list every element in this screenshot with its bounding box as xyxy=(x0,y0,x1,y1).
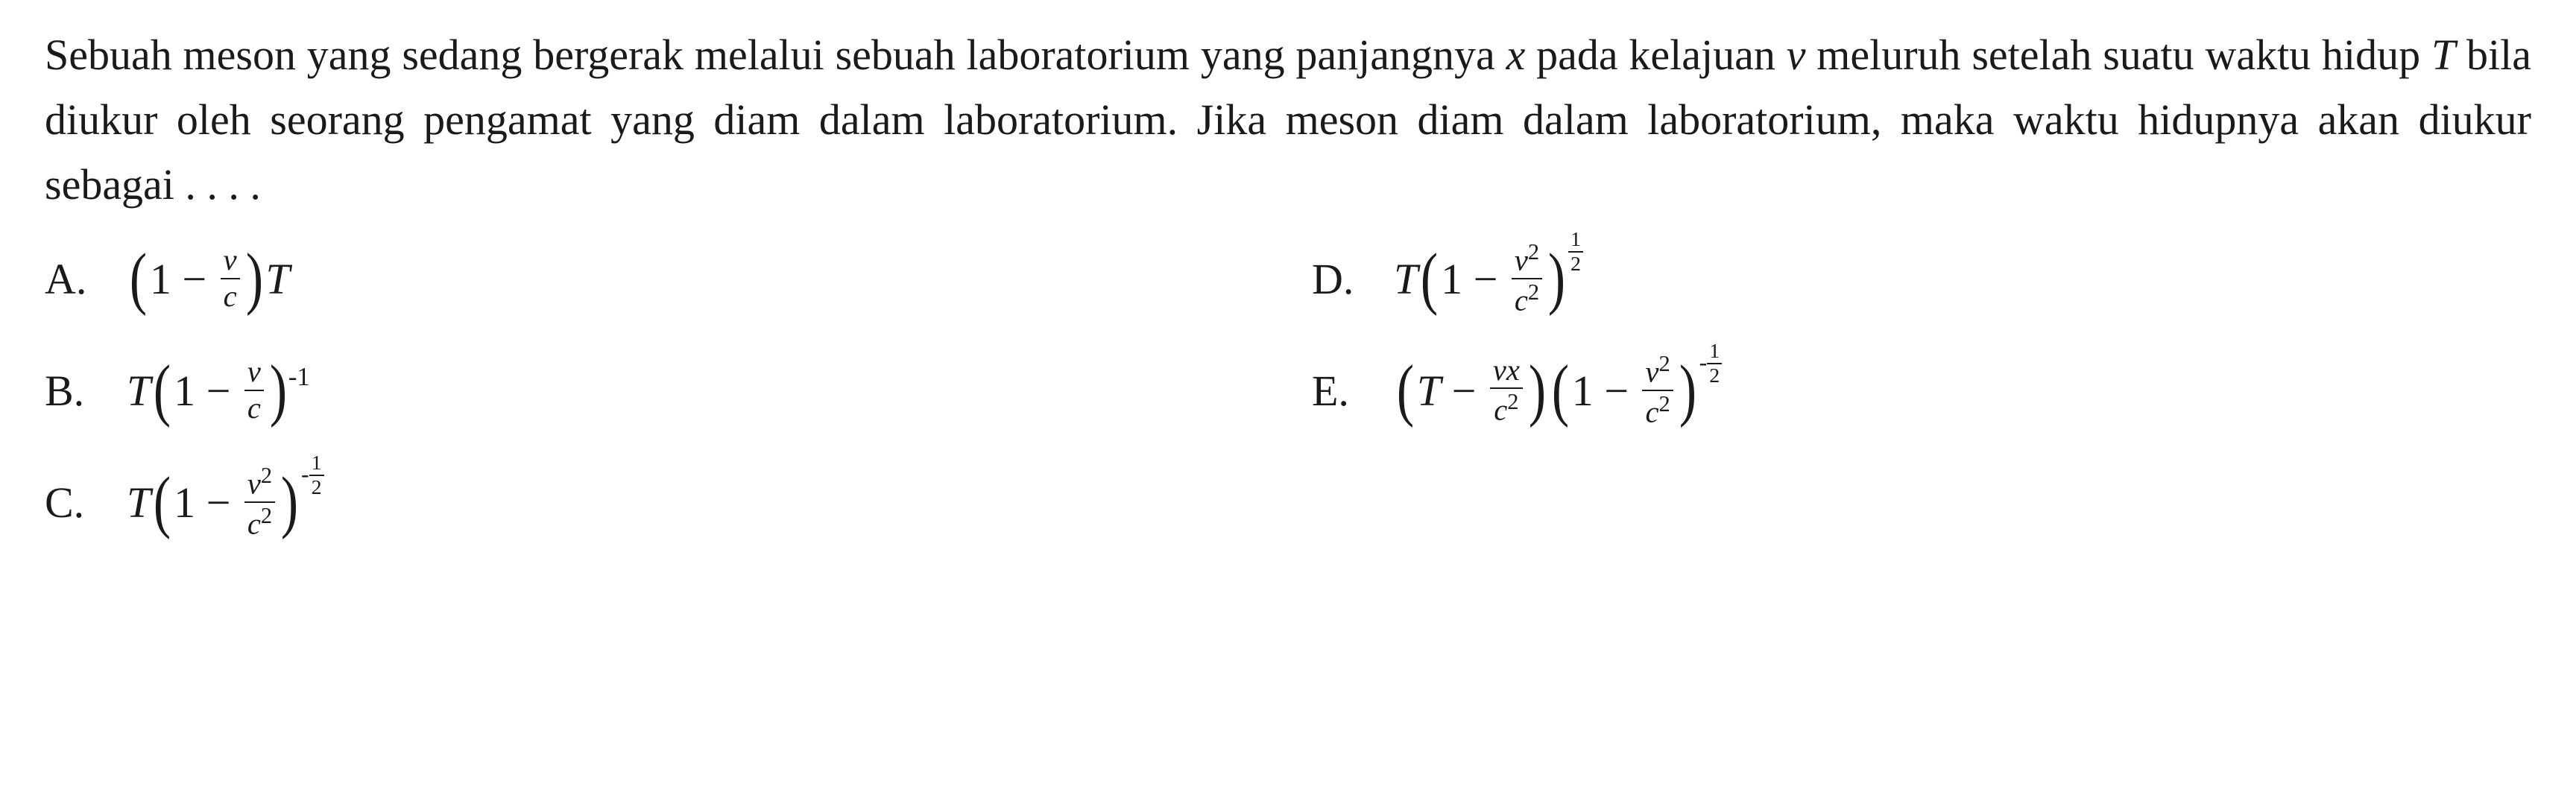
option-letter-e: E. xyxy=(1312,358,1394,423)
var-v: v xyxy=(1787,31,1806,79)
option-e: E. ( T − vx c2 ) ( 1 − v2 c2 ) -12 xyxy=(1312,335,2531,446)
option-b: B. T ( 1 − vc ) -1 xyxy=(45,335,1312,446)
question-text: Sebuah meson yang sedang bergerak melalu… xyxy=(45,22,2531,217)
option-letter-a: A. xyxy=(45,247,127,311)
question-part-3: meluruh setelah suatu waktu hidup xyxy=(1805,31,2431,79)
var-T: T xyxy=(2431,31,2455,79)
question-part-1: Sebuah meson yang sedang bergerak melalu… xyxy=(45,31,1506,79)
option-a: A. ( 1 − vc ) T xyxy=(45,223,1312,335)
option-letter-d: D. xyxy=(1312,247,1394,311)
option-d: D. T ( 1 − v2 c2 ) 12 xyxy=(1312,223,2531,335)
option-a-formula: ( 1 − vc ) T xyxy=(127,244,290,312)
option-letter-b: B. xyxy=(45,358,127,423)
option-letter-c: C. xyxy=(45,470,127,535)
options-container: A. ( 1 − vc ) T B. T ( 1 − vc ) -1 xyxy=(45,223,2531,558)
option-d-formula: T ( 1 − v2 c2 ) 12 xyxy=(1394,241,1583,317)
question-part-2: pada kelajuan xyxy=(1525,31,1786,79)
option-e-formula: ( T − vx c2 ) ( 1 − v2 c2 ) -12 xyxy=(1394,352,1722,428)
option-c-formula: T ( 1 − v2 c2 ) -12 xyxy=(127,464,324,540)
option-c: C. T ( 1 − v2 c2 ) -12 xyxy=(45,446,1312,558)
options-right-column: D. T ( 1 − v2 c2 ) 12 E. ( T − xyxy=(1312,223,2531,558)
option-b-formula: T ( 1 − vc ) -1 xyxy=(127,356,310,424)
options-left-column: A. ( 1 − vc ) T B. T ( 1 − vc ) -1 xyxy=(45,223,1312,558)
var-x: x xyxy=(1506,31,1526,79)
